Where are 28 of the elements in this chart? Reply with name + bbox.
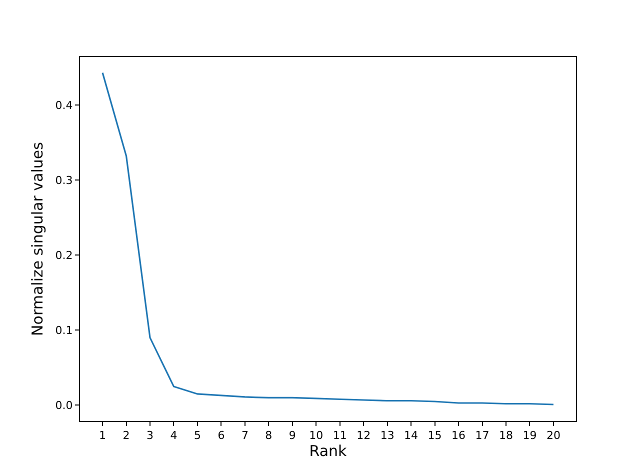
x-tick-label: 4 bbox=[170, 429, 178, 442]
y-tick-label: 0.3 bbox=[55, 174, 73, 187]
x-tick-label: 17 bbox=[475, 429, 490, 442]
x-tick-label: 5 bbox=[194, 429, 201, 442]
x-tick-label: 18 bbox=[498, 429, 513, 442]
y-tick-label: 0.2 bbox=[55, 248, 73, 262]
y-tick-label: 0.4 bbox=[55, 98, 73, 112]
x-tick-label: 19 bbox=[522, 429, 537, 442]
x-tick-label: 8 bbox=[265, 429, 272, 442]
y-tick-label: 0.0 bbox=[55, 399, 73, 412]
x-tick-label: 9 bbox=[288, 429, 296, 442]
x-tick-label: 12 bbox=[356, 429, 371, 442]
x-tick-label: 14 bbox=[404, 429, 418, 442]
x-tick-label: 7 bbox=[241, 429, 248, 442]
x-axis-title: Rank bbox=[309, 442, 348, 460]
x-tick-label: 3 bbox=[146, 429, 154, 442]
y-axis-title: Normalize singular values bbox=[28, 142, 47, 336]
x-tick-label: 15 bbox=[428, 429, 442, 442]
x-tick-label: 6 bbox=[218, 429, 225, 442]
x-tick-label: 16 bbox=[452, 429, 466, 442]
x-tick-label: 1 bbox=[99, 429, 106, 442]
y-tick-label: 0.1 bbox=[55, 324, 73, 338]
x-tick-label: 11 bbox=[332, 429, 347, 442]
x-tick-label: 20 bbox=[546, 429, 560, 442]
x-tick-label: 10 bbox=[309, 429, 324, 442]
x-tick-label: 2 bbox=[122, 429, 130, 442]
line-series bbox=[102, 72, 554, 406]
x-tick-label: 13 bbox=[380, 429, 394, 442]
